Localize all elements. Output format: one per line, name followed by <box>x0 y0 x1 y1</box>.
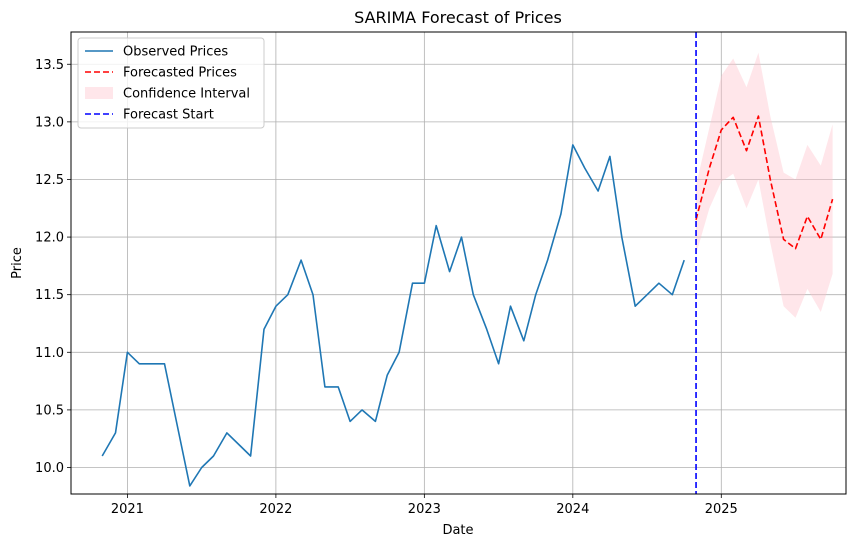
legend-label-observed-prices: Observed Prices <box>123 45 228 60</box>
observed-pricesline-line <box>101 144 685 487</box>
confidence-interval-layer <box>696 52 833 318</box>
y-tick-label: 10.5 <box>35 403 64 418</box>
x-tick-label: 2023 <box>408 502 441 517</box>
y-tick-label: 13.5 <box>35 58 64 73</box>
y-tick-label: 13.0 <box>35 115 64 130</box>
legend-box <box>77 37 265 129</box>
x-tick-label: 2022 <box>259 502 292 517</box>
y-tick-label: 12.5 <box>35 173 64 188</box>
series-lines-layer <box>101 115 834 487</box>
y-axis-ticks: 10.0 10.5 11.0 11.5 12.0 12.5 13.0 13.5 <box>35 58 71 476</box>
y-tick-label: 10.0 <box>35 461 64 476</box>
legend-swatch-confidence-interval <box>85 87 113 99</box>
legend-label-forecasted-prices: Forecasted Prices <box>123 66 237 81</box>
grid-lines <box>71 32 846 494</box>
legend: Observed Prices Forecasted Prices Confiden… <box>77 37 265 129</box>
plot-frame <box>70 31 847 495</box>
y-tick-label: 11.5 <box>35 288 64 303</box>
x-axis-ticks: 2021 2022 2023 2024 2025 <box>111 494 738 517</box>
y-tick-label: 12.0 <box>35 231 64 246</box>
legend-label-forecast-start: Forecast Start <box>123 108 214 123</box>
confidence-interval-band <box>696 52 833 318</box>
legend-label-confidence-interval: Confidence Interval <box>123 87 250 102</box>
x-tick-label: 2021 <box>111 502 144 517</box>
chart-title: SARIMA Forecast of Prices <box>354 8 562 27</box>
x-axis-label: Date <box>442 523 473 538</box>
forecasted-pricesline-line <box>695 115 834 250</box>
y-tick-label: 11.0 <box>35 346 64 361</box>
x-tick-label: 2024 <box>556 502 589 517</box>
y-axis-label: Price <box>10 247 25 279</box>
x-tick-label: 2025 <box>705 502 738 517</box>
